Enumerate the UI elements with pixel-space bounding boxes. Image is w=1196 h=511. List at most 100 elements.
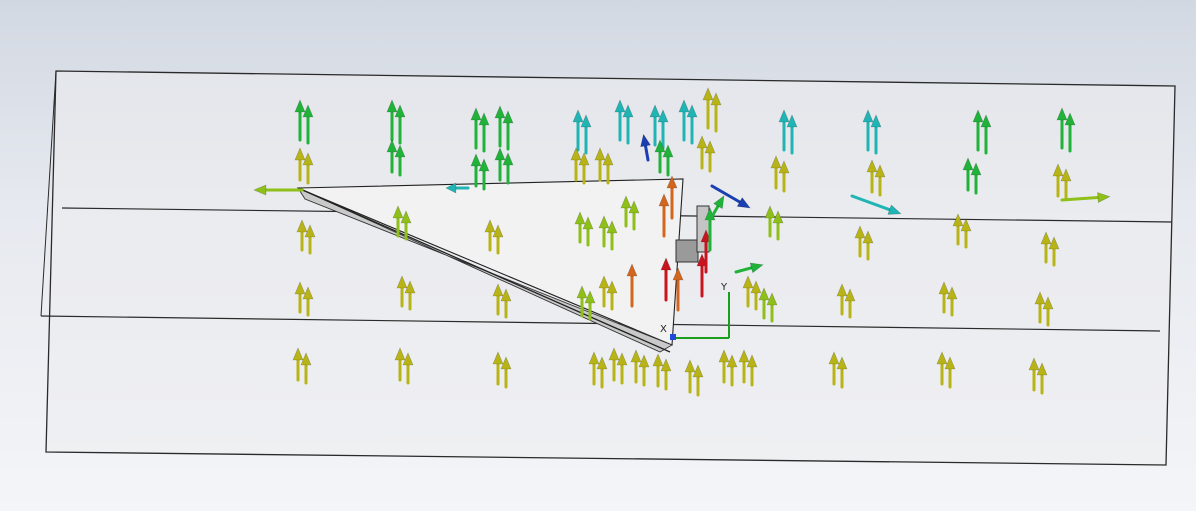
- coordinate-triad-icon[interactable]: X Y: [660, 282, 730, 340]
- domain-box-outline: [45, 70, 1176, 466]
- velocity-vector: [778, 160, 790, 193]
- velocity-vector: [386, 139, 398, 174]
- velocity-vector: [960, 218, 972, 249]
- velocity-vector: [772, 210, 784, 241]
- velocity-vector: [470, 107, 482, 150]
- velocity-vector: [936, 351, 948, 386]
- velocity-vector: [836, 283, 848, 316]
- velocity-vector: [862, 109, 874, 152]
- velocity-vector: [394, 104, 406, 145]
- velocity-vector: [1028, 357, 1040, 392]
- velocity-vector: [750, 280, 762, 311]
- velocity-vector: [710, 92, 722, 133]
- wedge-edge: [297, 187, 671, 353]
- velocity-vector: [598, 215, 610, 248]
- velocity-vector: [766, 292, 778, 323]
- velocity-vector: [582, 216, 594, 247]
- velocity-vector: [786, 114, 798, 155]
- velocity-vector: [1064, 112, 1076, 153]
- velocity-vector: [1052, 163, 1064, 198]
- velocity-vector: [588, 351, 600, 386]
- velocity-vector: [500, 288, 512, 319]
- velocity-vector: [626, 263, 638, 308]
- velocity-vector: [660, 257, 672, 302]
- velocity-vector: [1056, 107, 1068, 150]
- velocity-vector: [778, 109, 790, 152]
- velocity-vector: [1060, 192, 1111, 203]
- velocity-vector: [742, 275, 754, 308]
- velocity-vector: [672, 267, 684, 312]
- velocity-vector: [666, 175, 678, 220]
- triad-y-label: Y: [720, 282, 728, 293]
- velocity-vector: [874, 164, 886, 197]
- velocity-vector: [962, 157, 974, 192]
- velocity-vector: [972, 109, 984, 152]
- velocity-vector-field: [253, 87, 1111, 397]
- velocity-vector: [394, 347, 406, 382]
- velocity-vector: [584, 290, 596, 321]
- velocity-vector: [764, 205, 776, 238]
- velocity-vector: [970, 162, 982, 195]
- velocity-vector: [470, 153, 482, 188]
- velocity-vector: [836, 356, 848, 389]
- velocity-vector: [294, 147, 306, 182]
- velocity-vector: [654, 139, 666, 174]
- velocity-vector: [678, 99, 690, 142]
- velocity-vector: [630, 349, 642, 384]
- velocity-vector: [502, 110, 514, 151]
- velocity-vector: [622, 104, 634, 145]
- velocity-vector: [614, 99, 626, 142]
- velocity-vector: [404, 280, 416, 311]
- velocity-vector: [1040, 231, 1052, 264]
- velocity-vector: [494, 105, 506, 148]
- velocity-vector: [652, 353, 664, 388]
- velocity-vector: [396, 275, 408, 308]
- velocity-vector: [980, 114, 992, 155]
- velocity-vector: [616, 352, 628, 385]
- velocity-vector: [302, 152, 314, 185]
- velocity-vector: [594, 147, 606, 182]
- velocity-vector: [572, 109, 584, 152]
- triad-x-label: X: [660, 324, 667, 335]
- velocity-vector: [944, 356, 956, 389]
- velocity-vector: [692, 364, 704, 397]
- velocity-vector: [602, 152, 614, 185]
- velocity-vector: [300, 352, 312, 385]
- velocity-vector: [1060, 168, 1072, 201]
- velocity-vector: [862, 230, 874, 261]
- velocity-vector: [758, 287, 770, 320]
- velocity-vector: [854, 225, 866, 258]
- velocity-vector: [738, 349, 750, 384]
- velocity-vector: [710, 184, 751, 209]
- velocity-vector: [1034, 291, 1046, 324]
- velocity-vector: [294, 281, 306, 314]
- velocity-vector: [302, 104, 314, 145]
- velocity-vector: [726, 354, 738, 387]
- velocity-vector: [938, 281, 950, 314]
- velocity-vector: [770, 155, 782, 190]
- velocity-vector: [386, 99, 398, 142]
- velocity-vector: [662, 144, 674, 177]
- velocity-vector: [850, 194, 902, 215]
- velocity-vector: [866, 159, 878, 194]
- velocity-vector: [606, 280, 618, 311]
- velocity-vector: [718, 349, 730, 384]
- velocity-vector: [392, 205, 404, 238]
- velocity-vector: [708, 195, 725, 222]
- velocity-vector: [294, 99, 306, 142]
- velocity-vector: [580, 114, 592, 155]
- velocity-vector: [253, 184, 304, 196]
- velocity-vector: [946, 286, 958, 317]
- velocity-vector: [1042, 296, 1054, 327]
- velocity-vector: [660, 358, 672, 391]
- velocity-vector: [734, 262, 764, 274]
- velocity-vector: [638, 354, 650, 387]
- velocity-vector: [828, 351, 840, 386]
- velocity-vector: [492, 283, 504, 316]
- velocity-vector: [606, 220, 618, 251]
- velocity-vector: [658, 193, 670, 238]
- velocity-vector: [292, 347, 304, 382]
- triad-origin: [670, 334, 676, 340]
